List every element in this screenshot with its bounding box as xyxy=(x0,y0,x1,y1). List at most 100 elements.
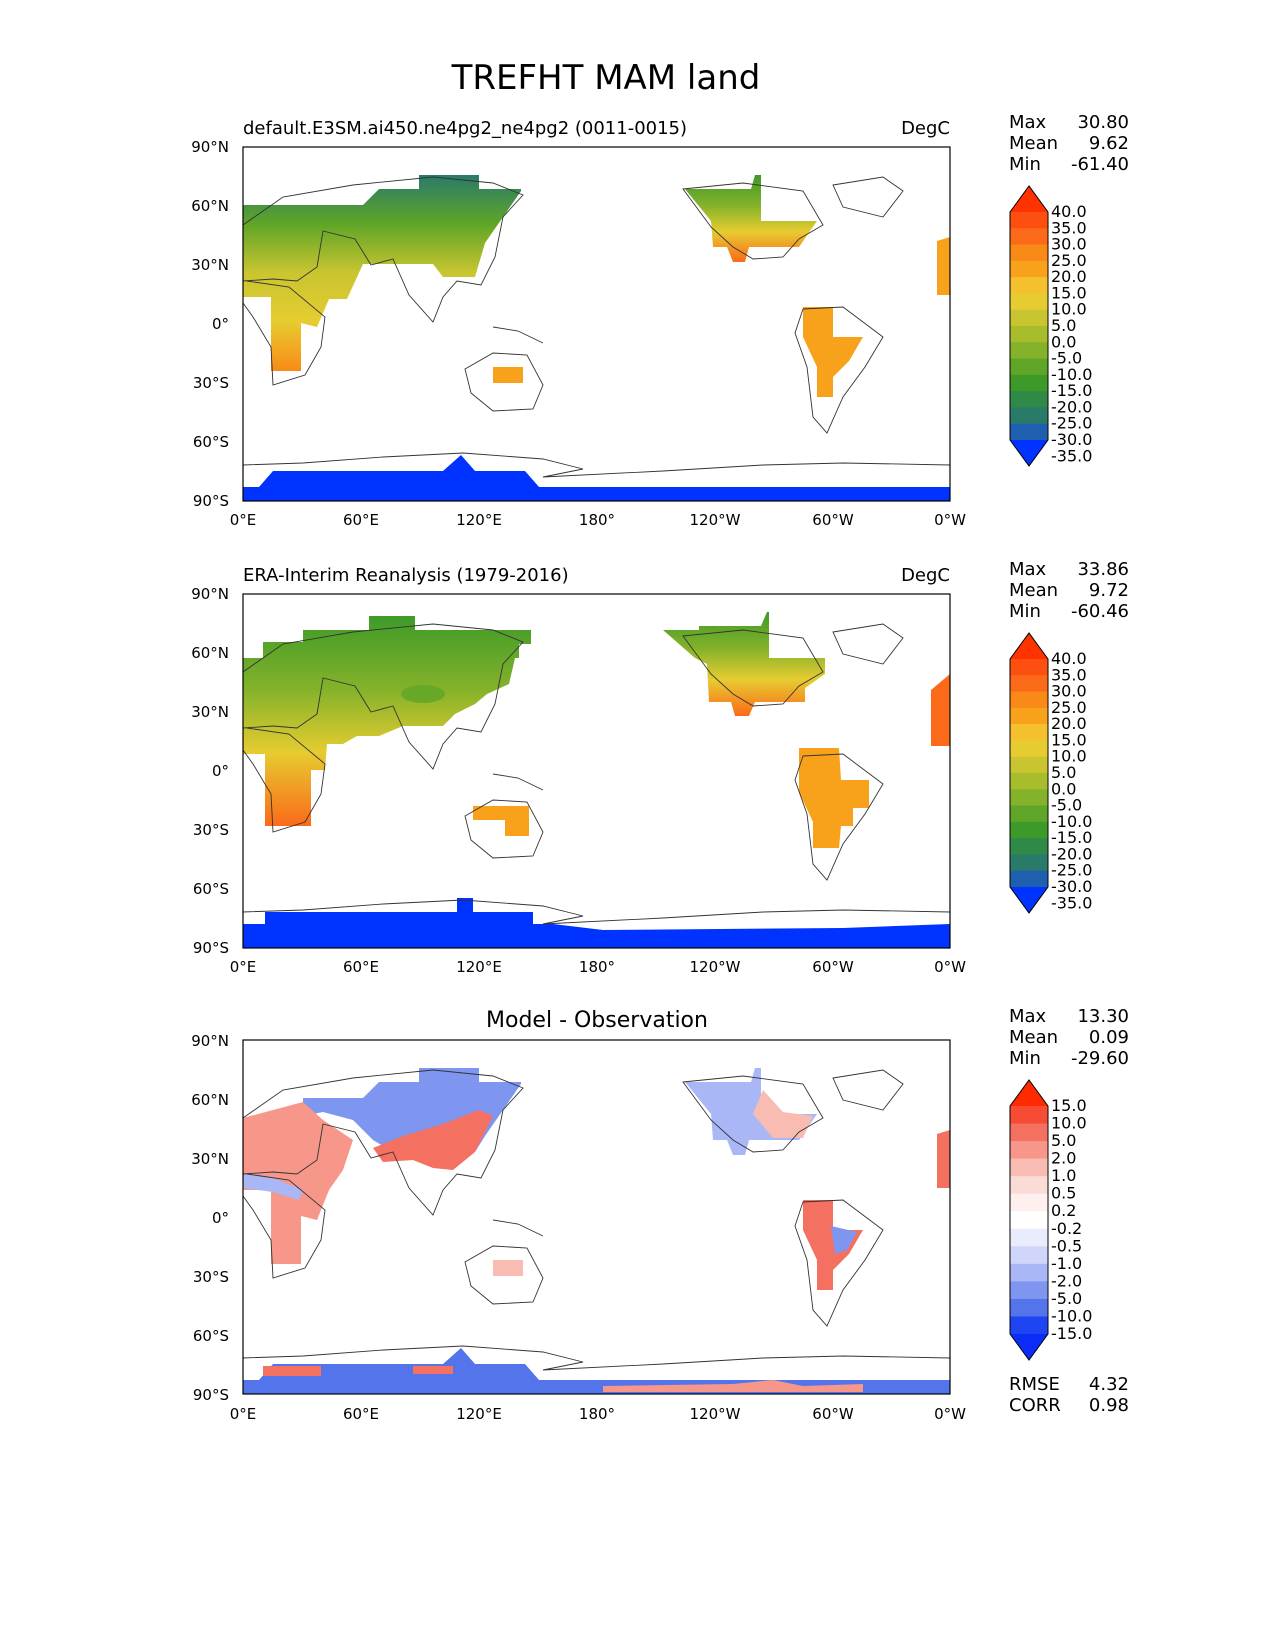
field-northamerica xyxy=(685,175,817,262)
stat-label: Mean xyxy=(1009,1027,1058,1048)
lon-tick: 60°E xyxy=(343,511,379,529)
stat-min: -61.40 xyxy=(1071,154,1129,175)
stat-max: 33.86 xyxy=(1077,559,1129,580)
metric-rmse: 4.32 xyxy=(1089,1374,1129,1395)
colorbar-swatch xyxy=(1010,789,1048,807)
lat-tick: 30°S xyxy=(193,821,229,839)
panel-title: Model - Observation xyxy=(486,1008,708,1033)
stat-max: 13.30 xyxy=(1077,1006,1129,1027)
metric-label: CORR xyxy=(1009,1395,1061,1416)
lat-tick: 60°S xyxy=(193,1327,229,1345)
lat-tick: 60°S xyxy=(193,433,229,451)
colorbar-swatch xyxy=(1010,212,1048,229)
colorbar-arrow-bottom xyxy=(1010,887,1048,913)
colorbar: 15.010.05.02.01.00.50.2-0.2-0.5-1.0-2.0-… xyxy=(1009,1079,1092,1361)
lon-tick: 0°W xyxy=(934,511,966,529)
lon-tick: 0°E xyxy=(230,1405,257,1423)
colorbar-label: -15.0 xyxy=(1051,828,1092,847)
lat-tick: 90°S xyxy=(193,939,229,957)
colorbar-swatch xyxy=(1010,724,1048,742)
stat-label: Min xyxy=(1009,1048,1041,1069)
lat-ticks: 90°N 60°N 30°N 0° 30°S 60°S 90°S xyxy=(191,138,229,510)
lon-tick: 120°E xyxy=(456,1405,502,1423)
map-field xyxy=(242,146,951,502)
stat-max: 30.80 xyxy=(1077,112,1129,133)
lat-tick: 90°N xyxy=(191,585,229,603)
colorbar-label: 5.0 xyxy=(1051,763,1076,782)
colorbar-swatch xyxy=(1010,1141,1048,1160)
field-eurasia-warm xyxy=(243,1102,353,1264)
field-eastedge xyxy=(931,674,950,746)
colorbar-label: 20.0 xyxy=(1051,714,1087,733)
colorbar-label: -30.0 xyxy=(1051,430,1092,449)
stat-label: Max xyxy=(1009,1006,1047,1027)
lon-tick: 120°E xyxy=(456,511,502,529)
lat-ticks: 90°N 60°N 30°N 0° 30°S 60°S 90°S xyxy=(191,585,229,957)
panel-title: ERA-Interim Reanalysis (1979-2016) xyxy=(243,565,569,586)
lon-tick: 60°E xyxy=(343,958,379,976)
lat-tick: 60°N xyxy=(191,197,229,215)
lat-tick: 30°S xyxy=(193,374,229,392)
colorbar-swatch xyxy=(1010,1298,1048,1318)
colorbar-label: 2.0 xyxy=(1051,1149,1076,1168)
colorbar-outline xyxy=(1009,1079,1049,1361)
lat-tick: 0° xyxy=(212,1209,229,1227)
panel-title: default.E3SM.ai450.ne4pg2_ne4pg2 (0011-0… xyxy=(243,118,687,139)
colorbar-label: -25.0 xyxy=(1051,861,1092,880)
metrics-box: RMSE 4.32 CORR 0.98 xyxy=(1009,1374,1129,1416)
colorbar-label: 35.0 xyxy=(1051,665,1087,684)
colorbar-label: 5.0 xyxy=(1051,1131,1076,1150)
colorbar-swatch xyxy=(1010,756,1048,774)
lon-tick: 120°W xyxy=(690,958,741,976)
colorbar-label: 35.0 xyxy=(1051,218,1087,237)
lon-tick: 60°E xyxy=(343,1405,379,1423)
colorbar-label: -5.0 xyxy=(1051,1289,1082,1308)
colorbar-label: -5.0 xyxy=(1051,796,1082,815)
colorbar-label: -15.0 xyxy=(1051,381,1092,400)
lat-tick: 90°N xyxy=(191,1032,229,1050)
colorbar-arrow-bottom xyxy=(1010,440,1048,466)
field-antarctica xyxy=(243,455,950,501)
map-field xyxy=(242,593,951,949)
panel-model: default.E3SM.ai450.ne4pg2_ne4pg2 (0011-0… xyxy=(191,112,1129,529)
colorbar-swatch xyxy=(1010,358,1048,376)
colorbar-label: -20.0 xyxy=(1051,844,1092,863)
colorbar-arrow-bottom xyxy=(1010,1334,1048,1360)
lon-ticks: 0°E 60°E 120°E 180° 120°W 60°W 0°W xyxy=(230,958,966,976)
field-antarctica xyxy=(243,898,553,948)
panel-difference: Model - Observation 90°N 60°N 30°N 0° 30… xyxy=(191,1006,1129,1423)
colorbar-label: -0.2 xyxy=(1051,1219,1082,1238)
stat-min: -29.60 xyxy=(1071,1048,1129,1069)
colorbar-label: 0.5 xyxy=(1051,1184,1076,1203)
colorbar-label: 10.0 xyxy=(1051,1114,1087,1133)
colorbar-swatch xyxy=(1010,342,1048,360)
colorbar-swatch xyxy=(1010,228,1048,246)
colorbar-label: 40.0 xyxy=(1051,202,1087,221)
colorbar: 40.035.030.025.020.015.010.05.00.0-5.0-1… xyxy=(1009,185,1092,467)
colorbar-label: 25.0 xyxy=(1051,698,1087,717)
lon-tick: 180° xyxy=(579,1405,615,1423)
colorbar-label: 0.0 xyxy=(1051,332,1076,351)
colorbar-swatch xyxy=(1010,1193,1048,1212)
field-antarctica-warm2 xyxy=(413,1366,453,1374)
colorbar-label: 10.0 xyxy=(1051,300,1087,319)
colorbar-label: 25.0 xyxy=(1051,251,1087,270)
colorbar-swatch xyxy=(1010,1316,1048,1335)
lon-tick: 0°E xyxy=(230,958,257,976)
colorbar-label: -35.0 xyxy=(1051,893,1092,912)
stat-label: Max xyxy=(1009,559,1047,580)
lon-tick: 60°W xyxy=(812,958,854,976)
panel-units: DegC xyxy=(901,118,950,139)
stat-label: Mean xyxy=(1009,133,1058,154)
colorbar-label: 15.0 xyxy=(1051,283,1087,302)
lon-tick: 60°W xyxy=(812,1405,854,1423)
colorbar-label: -1.0 xyxy=(1051,1254,1082,1273)
colorbar-swatch xyxy=(1010,244,1048,262)
panel-units: DegC xyxy=(901,565,950,586)
colorbar-label: -2.0 xyxy=(1051,1271,1082,1290)
stat-label: Min xyxy=(1009,601,1041,622)
lat-ticks: 90°N 60°N 30°N 0° 30°S 60°S 90°S xyxy=(191,1032,229,1404)
field-southamerica xyxy=(799,748,869,848)
colorbar-label: 15.0 xyxy=(1051,1096,1087,1115)
colorbar-swatch xyxy=(1010,309,1048,327)
